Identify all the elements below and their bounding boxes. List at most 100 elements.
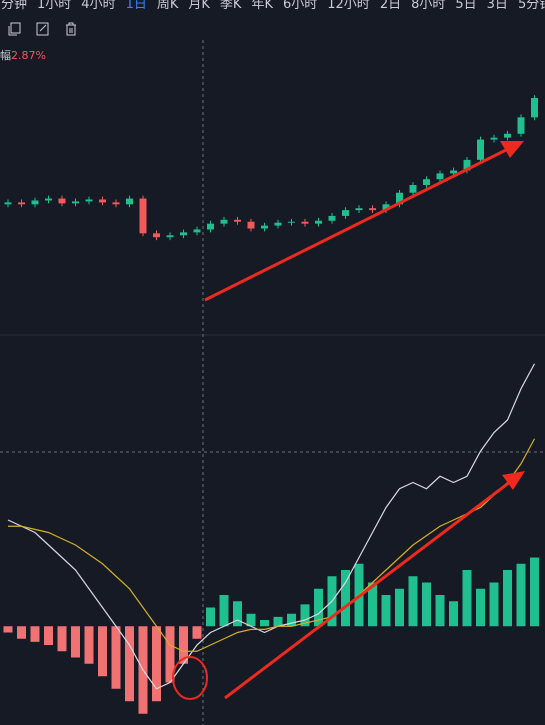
candle-body: [369, 208, 376, 211]
macd-bar: [71, 626, 80, 658]
candle-body: [531, 98, 538, 118]
macd-bar: [462, 570, 472, 627]
macd-bar: [44, 626, 53, 645]
candle-body: [409, 185, 417, 193]
macd-bar: [395, 588, 404, 627]
candle-body: [139, 198, 147, 234]
macd-bar: [422, 582, 431, 627]
candle-body: [436, 173, 444, 180]
candle-body: [4, 202, 12, 205]
macd-bar: [111, 626, 121, 689]
macd-bar: [57, 626, 67, 652]
candle-body: [328, 215, 336, 221]
candle-body: [234, 219, 241, 222]
candle-body: [477, 139, 484, 160]
candle-body: [288, 221, 295, 223]
period-tab[interactable]: 月K: [188, 0, 210, 12]
candle-body: [463, 159, 471, 171]
candle-body: [382, 204, 390, 211]
candle-body: [247, 221, 255, 229]
candle-body: [180, 232, 187, 236]
change-readout: 幅2.87%: [0, 47, 46, 63]
candle-body: [301, 221, 309, 224]
candle-body: [396, 192, 403, 205]
macd-bar: [381, 595, 391, 627]
annotations: [172, 141, 525, 700]
period-tab[interactable]: 季K: [219, 0, 242, 12]
period-tab[interactable]: 年K: [251, 0, 273, 12]
macd-bar: [192, 626, 202, 639]
macd-line: [8, 438, 536, 652]
candle-body: [220, 219, 228, 224]
macd-bar: [435, 595, 445, 627]
candle-body: [207, 223, 214, 230]
macd-bar: [152, 626, 161, 702]
toolbar-icons: [8, 22, 78, 36]
candle-body: [355, 208, 363, 211]
candle-body: [193, 229, 201, 233]
period-tab[interactable]: 1小时: [37, 0, 72, 12]
period-tab[interactable]: 周K: [156, 0, 179, 12]
candle-body: [450, 170, 457, 174]
macd-bar: [246, 613, 256, 627]
candle-body: [99, 199, 106, 203]
candle-body: [72, 201, 79, 204]
macd-bar: [368, 582, 377, 627]
period-tab[interactable]: 3日: [486, 0, 508, 12]
period-tab[interactable]: 2日: [379, 0, 402, 12]
trend-arrow: [204, 147, 509, 302]
period-tab[interactable]: 5日: [455, 0, 477, 12]
delete-icon[interactable]: [64, 22, 78, 36]
arrow-head: [502, 471, 525, 490]
change-prefix: 幅: [0, 49, 11, 62]
macd-bar: [30, 626, 40, 642]
period-tab[interactable]: 6小时: [282, 0, 318, 12]
macd-bar: [125, 626, 134, 702]
arrow-head: [500, 141, 524, 158]
macd-bar: [179, 626, 188, 664]
copy-icon[interactable]: [8, 22, 22, 36]
macd-bar: [314, 588, 323, 627]
macd-bar: [300, 604, 310, 627]
macd-bar: [489, 582, 499, 627]
candle-body: [342, 210, 349, 216]
highlight-circle: [172, 656, 208, 700]
candle-body: [153, 233, 160, 238]
macd-bar: [287, 613, 296, 627]
candle-body: [112, 202, 120, 205]
macd-bar: [219, 595, 229, 627]
macd-bar: [273, 616, 283, 627]
period-tab[interactable]: 8小时: [411, 0, 446, 12]
macd-bar: [206, 607, 215, 627]
macd-bar: [98, 626, 107, 677]
period-tab[interactable]: 1日: [125, 0, 147, 12]
change-value: 2.87%: [11, 49, 46, 62]
candle-body: [517, 117, 525, 134]
period-tab[interactable]: 12小时: [327, 0, 370, 12]
period-tab[interactable]: 分钟: [1, 0, 28, 12]
candle-body: [504, 133, 511, 138]
candle-body: [85, 199, 93, 202]
candle-body: [31, 200, 39, 205]
macd-bar: [503, 570, 512, 627]
macd-bar: [165, 626, 175, 683]
candle-body: [58, 198, 66, 204]
period-tab[interactable]: 5分钟: [517, 0, 545, 12]
period-tab[interactable]: 4小时: [81, 0, 116, 12]
macd-bar: [84, 626, 94, 664]
macd-bar: [530, 557, 539, 627]
edit-icon[interactable]: [36, 22, 50, 36]
candle-body: [45, 198, 52, 201]
macd-bar: [3, 626, 13, 633]
macd-bar: [408, 576, 418, 627]
candle-body: [18, 202, 25, 205]
macd-bar: [233, 601, 242, 627]
candle-body: [261, 225, 268, 229]
trend-arrow: [224, 480, 511, 700]
macd-bar: [476, 588, 485, 627]
macd-bar: [17, 626, 26, 639]
candle-body: [490, 137, 498, 140]
